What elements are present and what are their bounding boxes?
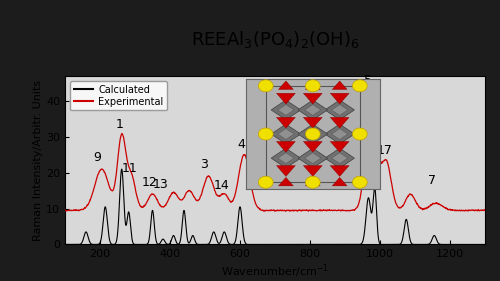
Legend: Calculated, Experimental: Calculated, Experimental — [70, 81, 167, 110]
Text: 11: 11 — [121, 162, 137, 175]
Text: 7: 7 — [428, 174, 436, 187]
Text: 4: 4 — [237, 138, 245, 151]
Text: 3: 3 — [200, 158, 208, 171]
Text: 12: 12 — [142, 176, 157, 189]
Text: 13: 13 — [152, 178, 168, 191]
Text: 14: 14 — [214, 180, 230, 192]
X-axis label: Wavenumber/cm$^{-1}$: Wavenumber/cm$^{-1}$ — [221, 262, 329, 280]
Text: REEAl$_3$(PO$_4$)$_2$(OH)$_6$: REEAl$_3$(PO$_4$)$_2$(OH)$_6$ — [190, 29, 360, 50]
Text: 9: 9 — [94, 151, 101, 164]
Text: 17: 17 — [376, 144, 392, 157]
Y-axis label: Raman Intensity/Arbitr. Units: Raman Intensity/Arbitr. Units — [33, 80, 43, 241]
Text: 1: 1 — [116, 119, 123, 132]
Text: 5: 5 — [364, 74, 372, 87]
